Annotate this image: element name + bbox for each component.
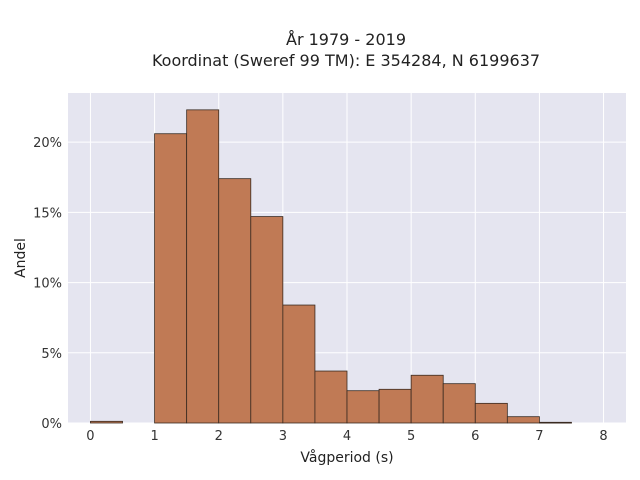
x-tick-label: 2 xyxy=(215,429,223,444)
histogram-bar xyxy=(378,388,412,424)
chart-title-line-2: Koordinat (Sweref 99 TM): E 354284, N 61… xyxy=(152,51,540,70)
histogram-bar xyxy=(250,216,284,424)
x-tick-label: 6 xyxy=(471,429,479,444)
y-tick-label: 5% xyxy=(41,347,62,362)
histogram-bar xyxy=(154,133,188,424)
histogram-bar xyxy=(410,374,444,424)
histogram-bar xyxy=(314,370,348,424)
y-axis-label: Andel xyxy=(13,238,29,278)
histogram-bar xyxy=(90,420,123,424)
x-tick-label: 5 xyxy=(407,429,415,444)
x-tick-label: 3 xyxy=(279,429,287,444)
y-tick-label: 10% xyxy=(33,277,62,292)
y-tick-label: 0% xyxy=(41,417,62,432)
x-ticks: 0 1 2 3 4 5 6 7 8 xyxy=(86,429,607,444)
histogram-bar xyxy=(442,383,476,424)
x-tick-label: 4 xyxy=(343,429,351,444)
x-axis-label: Vågperiod (s) xyxy=(300,449,393,466)
histogram-bar xyxy=(218,178,252,424)
x-tick-label: 8 xyxy=(599,429,607,444)
chart-title-line-1: År 1979 - 2019 xyxy=(286,30,406,49)
histogram-bar xyxy=(186,109,220,424)
y-ticks: 0% 5% 10% 15% 20% xyxy=(33,136,62,432)
x-tick-label: 0 xyxy=(86,429,94,444)
bars xyxy=(90,109,572,424)
y-tick-label: 15% xyxy=(33,206,62,221)
y-tick-label: 20% xyxy=(33,136,62,151)
x-tick-label: 1 xyxy=(150,429,158,444)
histogram-bar xyxy=(346,390,380,424)
histogram-bar xyxy=(474,402,508,424)
histogram-bar xyxy=(539,421,572,424)
histogram-bar xyxy=(506,416,540,424)
x-tick-label: 7 xyxy=(535,429,543,444)
histogram-bar xyxy=(282,304,316,424)
